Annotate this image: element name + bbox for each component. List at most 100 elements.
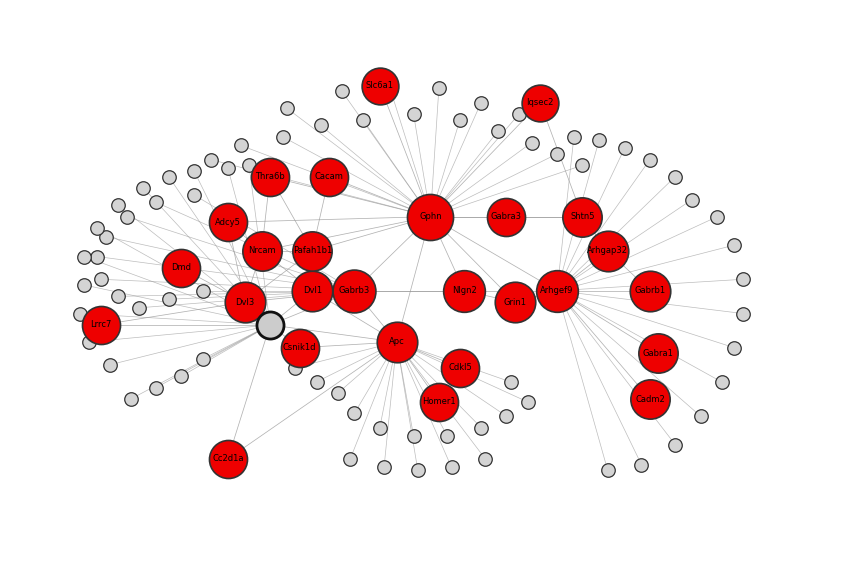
- Point: [424, 212, 437, 221]
- Point: [348, 409, 361, 418]
- Point: [196, 355, 209, 364]
- Point: [643, 394, 657, 404]
- Point: [550, 149, 564, 158]
- Point: [137, 184, 150, 193]
- Point: [82, 337, 95, 347]
- Point: [78, 252, 91, 261]
- Point: [377, 463, 391, 472]
- Point: [601, 246, 614, 255]
- Point: [643, 155, 657, 164]
- Point: [685, 195, 699, 204]
- Point: [331, 389, 344, 398]
- Point: [263, 172, 277, 181]
- Point: [314, 121, 327, 130]
- Point: [78, 280, 91, 290]
- Point: [736, 275, 749, 284]
- Point: [162, 295, 176, 304]
- Text: Iqsec2: Iqsec2: [527, 98, 554, 107]
- Point: [525, 138, 538, 147]
- Text: Slc6a1: Slc6a1: [365, 81, 394, 90]
- Text: Dvl1: Dvl1: [303, 286, 322, 295]
- Point: [474, 423, 488, 432]
- Text: Gabrb3: Gabrb3: [338, 286, 371, 295]
- Point: [73, 309, 87, 318]
- Text: Arhgap32: Arhgap32: [587, 246, 628, 255]
- Point: [187, 190, 201, 200]
- Point: [504, 377, 517, 386]
- Text: Thra6b: Thra6b: [255, 172, 285, 181]
- Point: [120, 212, 133, 221]
- Point: [576, 161, 589, 170]
- Point: [453, 115, 467, 124]
- Point: [453, 363, 467, 372]
- Point: [728, 343, 741, 352]
- Point: [618, 144, 631, 153]
- Point: [263, 320, 277, 329]
- Text: Gabra1: Gabra1: [643, 349, 674, 358]
- Text: Apc: Apc: [389, 337, 404, 347]
- Point: [111, 201, 125, 210]
- Point: [479, 454, 492, 463]
- Text: Lrrc7: Lrrc7: [90, 320, 112, 329]
- Point: [728, 241, 741, 250]
- Point: [635, 460, 648, 469]
- Point: [457, 286, 471, 295]
- Point: [204, 155, 218, 164]
- Point: [533, 98, 547, 107]
- Point: [521, 397, 534, 406]
- Point: [694, 412, 707, 421]
- Text: Cc2d1a: Cc2d1a: [212, 454, 244, 463]
- Point: [445, 463, 458, 472]
- Point: [133, 303, 146, 312]
- Point: [306, 286, 319, 295]
- Point: [441, 431, 454, 441]
- Point: [310, 377, 323, 386]
- Point: [242, 161, 256, 170]
- Point: [276, 132, 289, 141]
- Point: [500, 212, 513, 221]
- Text: Arhgef9: Arhgef9: [540, 286, 574, 295]
- Point: [293, 343, 306, 352]
- Point: [162, 172, 176, 181]
- Point: [221, 454, 235, 463]
- Point: [550, 286, 564, 295]
- Point: [149, 383, 163, 392]
- Point: [255, 246, 268, 255]
- Text: Homer1: Homer1: [422, 397, 456, 406]
- Point: [95, 275, 108, 284]
- Point: [373, 81, 387, 90]
- Point: [149, 198, 163, 207]
- Point: [90, 223, 104, 233]
- Point: [187, 166, 201, 176]
- Text: Adcy5: Adcy5: [215, 218, 241, 227]
- Point: [221, 164, 235, 173]
- Text: Cacam: Cacam: [315, 172, 344, 181]
- Point: [356, 115, 370, 124]
- Point: [711, 212, 724, 221]
- Point: [322, 172, 336, 181]
- Point: [344, 454, 357, 463]
- Point: [238, 298, 252, 307]
- Point: [306, 246, 319, 255]
- Point: [576, 212, 589, 221]
- Point: [124, 394, 138, 404]
- Point: [175, 372, 188, 381]
- Text: Nlgn2: Nlgn2: [452, 286, 477, 295]
- Point: [289, 363, 302, 372]
- Point: [668, 172, 682, 181]
- Point: [411, 466, 425, 475]
- Point: [381, 78, 395, 87]
- Text: Csnik1d: Csnik1d: [283, 343, 316, 352]
- Point: [715, 377, 728, 386]
- Point: [592, 135, 606, 144]
- Point: [652, 349, 665, 358]
- Point: [432, 84, 446, 93]
- Point: [103, 360, 116, 369]
- Text: Gphn: Gphn: [419, 212, 441, 221]
- Point: [668, 440, 682, 449]
- Point: [736, 309, 749, 318]
- Point: [234, 141, 247, 150]
- Point: [601, 466, 614, 475]
- Text: Dmd: Dmd: [171, 263, 192, 272]
- Point: [512, 109, 526, 119]
